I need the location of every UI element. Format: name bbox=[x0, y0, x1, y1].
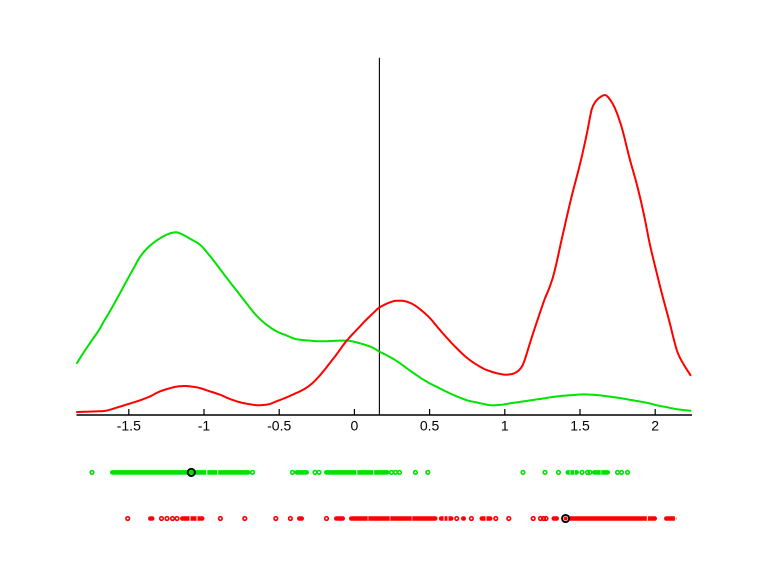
svg-text:0: 0 bbox=[351, 418, 359, 434]
svg-text:1: 1 bbox=[501, 418, 509, 434]
svg-text:-1.5: -1.5 bbox=[117, 418, 141, 434]
svg-text:-1: -1 bbox=[198, 418, 211, 434]
svg-text:-0.5: -0.5 bbox=[267, 418, 291, 434]
svg-text:2: 2 bbox=[651, 418, 659, 434]
svg-text:1.5: 1.5 bbox=[570, 418, 590, 434]
svg-text:0.5: 0.5 bbox=[420, 418, 440, 434]
